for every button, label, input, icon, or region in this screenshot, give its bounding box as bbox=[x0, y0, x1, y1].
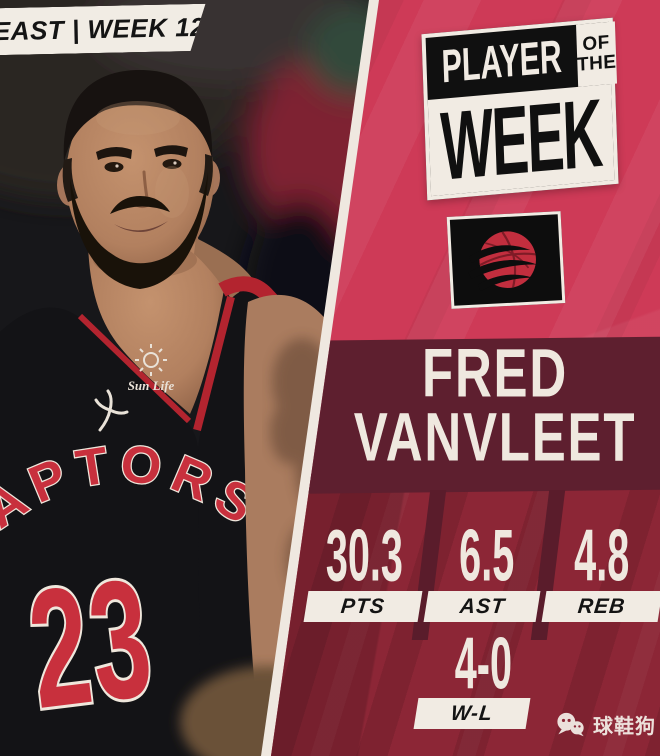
player-head bbox=[57, 70, 220, 289]
stat-points-value: 30.3 bbox=[325, 514, 403, 596]
stat-assists-value: 6.5 bbox=[459, 514, 515, 596]
potw-the-word: THE bbox=[576, 51, 617, 76]
sponsor-text: Sun Life bbox=[128, 378, 175, 393]
jersey-number: 23 bbox=[20, 542, 163, 744]
watermark-text: 球鞋狗 bbox=[593, 716, 656, 738]
stat-points-label: PTS bbox=[339, 594, 387, 618]
potw-of-the: OF THE bbox=[575, 21, 618, 87]
stat-assists-label-banner: AST bbox=[423, 591, 541, 622]
record-value: 4-0 bbox=[454, 622, 513, 704]
stat-rebounds: 4.8 bbox=[548, 514, 656, 596]
team-logo-badge bbox=[446, 211, 566, 309]
conference-week-label: EAST | WEEK 12 bbox=[0, 11, 206, 47]
stat-assists: 6.5 bbox=[431, 514, 543, 596]
raptors-claw-basketball-icon bbox=[468, 231, 537, 292]
record-label: W-L bbox=[449, 701, 495, 725]
player-last-name: VANVLEET bbox=[353, 399, 637, 476]
stat-rebounds-label: REB bbox=[577, 594, 627, 618]
wechat-icon bbox=[557, 712, 584, 736]
player-name: FRED VANVLEET bbox=[330, 336, 660, 476]
record-value-box: 4-0 bbox=[426, 622, 541, 704]
stat-points: 30.3 bbox=[306, 514, 422, 596]
record-label-banner: W-L bbox=[413, 698, 531, 729]
stat-assists-label: AST bbox=[458, 594, 506, 618]
player-of-the-week-logo: PLAYER OF THE WEEK bbox=[421, 17, 619, 201]
potw-week-word-box: WEEK bbox=[427, 83, 615, 197]
jordan-jumpman-icon bbox=[94, 389, 129, 432]
player-first-name: FRED bbox=[422, 335, 568, 412]
stat-points-label-banner: PTS bbox=[303, 591, 423, 622]
conference-week-badge: EAST | WEEK 12 bbox=[0, 4, 206, 55]
potw-week-word: WEEK bbox=[439, 83, 604, 197]
watermark: 球鞋狗 bbox=[556, 710, 656, 739]
stat-rebounds-label-banner: REB bbox=[541, 591, 660, 622]
sponsor-patch: Sun Life bbox=[128, 344, 175, 393]
stat-rebounds-value: 4.8 bbox=[574, 514, 630, 596]
